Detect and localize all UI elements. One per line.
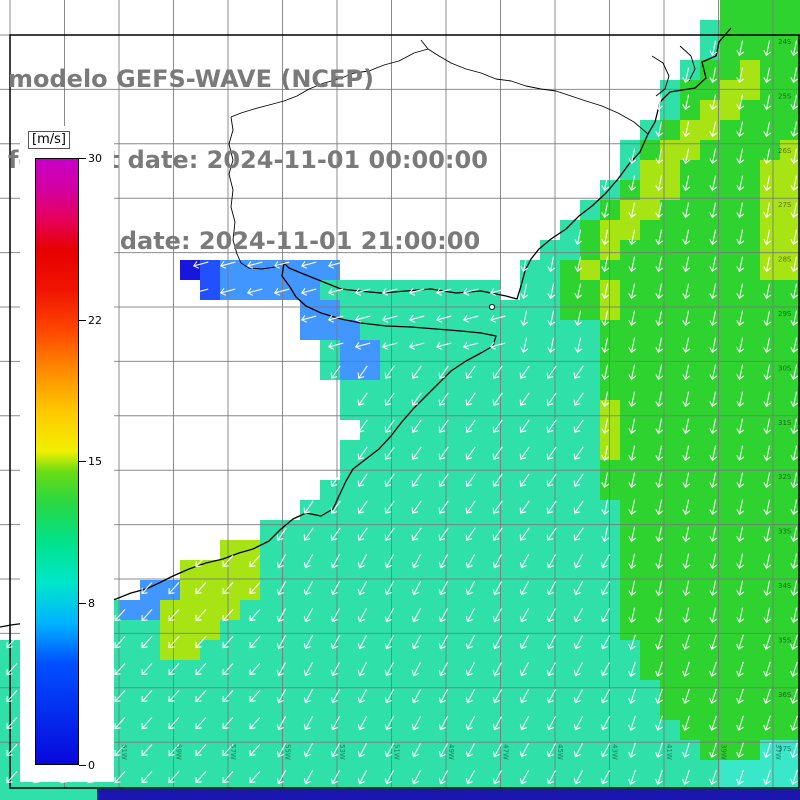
colorbar-tick-label: 22 (88, 313, 102, 327)
colorbar-gradient (35, 158, 79, 765)
map-titles: modelo GEFS-WAVE (NCEP) forecast date: 2… (8, 12, 488, 309)
svg-text:28S: 28S (778, 256, 792, 264)
colorbar-tick-label: 0 (88, 758, 95, 772)
graticule-labels: 61W 59W 57W 55W 53W 51W 49W 47W 45W 43W 41W 39W 37W 2… (120, 38, 792, 760)
svg-text:37S: 37S (778, 745, 792, 753)
map-frame (9, 34, 800, 789)
svg-text:41W: 41W (665, 744, 673, 760)
svg-text:47W: 47W (502, 744, 510, 760)
colorbar-tick-label: 30 (88, 151, 102, 165)
svg-text:36S: 36S (778, 691, 792, 699)
svg-text:61W: 61W (120, 744, 128, 760)
svg-text:35S: 35S (778, 636, 792, 644)
coastline (0, 27, 732, 628)
bottom-bar (97, 789, 800, 800)
colorbar-tick-8: 8 (79, 596, 95, 610)
svg-text:25S: 25S (778, 92, 792, 100)
svg-text:53W: 53W (338, 744, 346, 760)
svg-text:43W: 43W (611, 744, 619, 760)
svg-text:37W: 37W (774, 744, 782, 760)
colorbar-tick-label: 15 (88, 454, 102, 468)
svg-text:30S: 30S (778, 364, 792, 372)
svg-text:34S: 34S (778, 582, 792, 590)
svg-text:59W: 59W (175, 744, 183, 760)
wind-direction-arrows (6, 40, 799, 785)
colorbar-tick-30: 30 (79, 151, 102, 165)
svg-text:57W: 57W (229, 744, 237, 760)
svg-text:24S: 24S (778, 38, 792, 46)
svg-text:32S: 32S (778, 473, 792, 481)
svg-text:26S: 26S (778, 147, 792, 155)
colorbar-unit-label: [m/s] (28, 131, 70, 149)
svg-text:55W: 55W (284, 744, 292, 760)
svg-text:49W: 49W (447, 744, 455, 760)
colorbar-panel: [m/s] 30 22 15 8 0 (20, 126, 114, 782)
svg-text:39W: 39W (720, 744, 728, 760)
country-borders (228, 39, 696, 310)
colorbar-tick-0: 0 (79, 758, 95, 772)
colorbar-tick-22: 22 (79, 313, 102, 327)
svg-text:31S: 31S (778, 419, 792, 427)
svg-text:29S: 29S (778, 310, 792, 318)
colorbar-tick-label: 8 (88, 596, 95, 610)
svg-text:45W: 45W (556, 744, 564, 760)
model-title: modelo GEFS-WAVE (NCEP) (8, 65, 374, 93)
svg-text:33S: 33S (778, 528, 792, 536)
colorbar-tick-15: 15 (79, 454, 102, 468)
svg-text:27S: 27S (778, 201, 792, 209)
svg-text:51W: 51W (393, 744, 401, 760)
